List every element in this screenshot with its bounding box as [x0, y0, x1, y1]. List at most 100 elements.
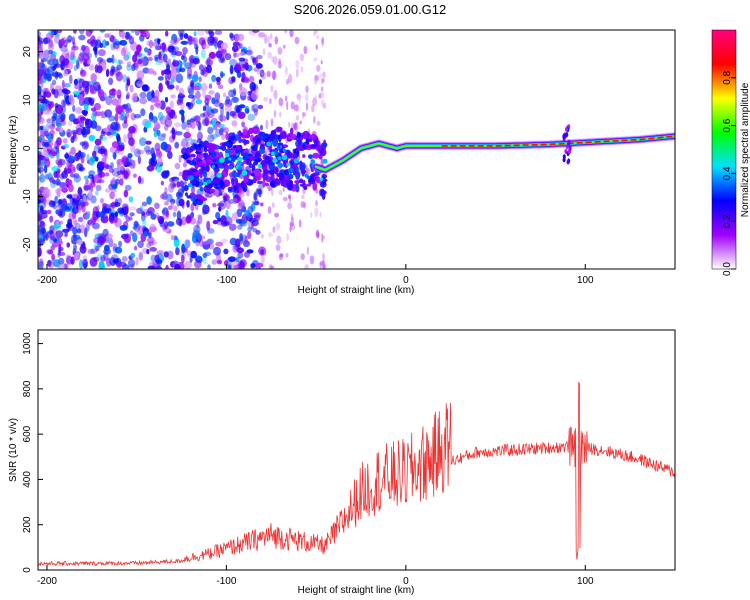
spectrogram-noise-blob [72, 104, 76, 113]
spectrogram-noise-blob [41, 209, 48, 215]
spectrogram-noise-blob [38, 238, 43, 244]
spectrogram-noise-blob [76, 61, 80, 70]
spectrogram-noise-blob [181, 216, 187, 226]
spectrogram-noise-blob [293, 122, 297, 131]
spectrogram-noise-blob [202, 240, 210, 245]
spectrogram-noise-blob [167, 250, 174, 260]
spectrogram-noise-blob [47, 41, 55, 52]
spectrogram-noise-blob [38, 41, 43, 50]
spectrogram-noise-blob [96, 253, 103, 263]
spectrogram-cluster-blob [257, 164, 263, 169]
spectrogram-noise-blob [126, 92, 130, 98]
snr-x-ticks: -200 -100 0 100 [37, 565, 594, 587]
spectrogram-noise-blob [203, 251, 212, 257]
spectrogram-noise-blob [239, 87, 248, 97]
spectrogram-noise-blob [267, 35, 270, 45]
spectrogram-noise-blob [231, 212, 238, 221]
spectrogram-noise-blob [220, 71, 224, 79]
spectrogram-noise-blob [195, 120, 200, 127]
spectrogram-noise-blob [147, 265, 155, 269]
spectrogram-cluster-blob [564, 149, 568, 154]
spectrogram-noise-blob [321, 78, 324, 85]
spectrogram-noise-blob [152, 70, 157, 76]
spectrogram-noise-blob [105, 188, 111, 193]
spectrogram-noise-blob [151, 89, 155, 98]
spectrogram-noise-blob [119, 178, 124, 186]
spectrogram-noise-blob [247, 46, 252, 54]
spectrogram-noise-blob [45, 109, 53, 115]
spectrogram-noise-blob [316, 120, 321, 126]
spectrogram-noise-blob [108, 93, 116, 99]
spectrogram-noise-blob [208, 83, 213, 89]
spectrogram-noise-blob [322, 102, 327, 110]
spectrogram-cluster-blob [309, 173, 315, 181]
spectrogram-noise-blob [321, 43, 324, 48]
spectrogram-noise-blob [66, 128, 72, 138]
spectrogram-noise-blob [300, 65, 303, 73]
spectrogram-noise-blob [38, 36, 41, 42]
spectrogram-noise-blob [38, 225, 46, 233]
spectrogram-cluster-blob [240, 181, 246, 189]
spectrogram-noise-blob [119, 39, 128, 46]
spectrogram-noise-blob [310, 212, 313, 218]
spectrogram-noise-blob [271, 70, 277, 80]
spectrogram-noise-blob [164, 201, 169, 206]
spectrogram-noise-blob [78, 150, 82, 157]
spectrogram-cluster-blob [268, 165, 275, 171]
spectrogram-marks [38, 30, 675, 269]
spectrogram-noise-blob [146, 242, 152, 249]
spectrogram-noise-blob [48, 200, 56, 208]
spectrogram-noise-blob [77, 115, 86, 124]
spectrogram-noise-blob [63, 167, 68, 176]
spectrogram-cluster-blob [566, 159, 570, 165]
spectrogram-cluster-blob [293, 158, 299, 164]
spectrogram-noise-blob [114, 89, 122, 96]
spectrogram-noise-blob [265, 119, 269, 130]
spectrogram-noise-blob [38, 137, 45, 142]
spectrogram-noise-blob [117, 197, 123, 205]
spectrogram-noise-blob [100, 254, 106, 262]
spectrogram-cluster-blob [189, 153, 196, 158]
spectrogram-noise-blob [147, 236, 155, 244]
spectrogram-noise-blob [157, 111, 164, 121]
spectrogram-noise-blob [108, 212, 115, 222]
spectrogram-noise-blob [263, 248, 267, 257]
spectrogram-noise-blob [104, 172, 110, 177]
spectrogram-noise-blob [82, 45, 90, 56]
spectrogram-noise-blob [55, 230, 64, 238]
spectrogram-noise-blob [100, 110, 105, 119]
spectrogram-noise-blob [46, 209, 52, 215]
spectrogram-noise-blob [262, 48, 266, 56]
spectrogram-noise-blob [187, 94, 195, 99]
spectrogram-noise-blob [67, 221, 71, 231]
spectrogram-noise-blob [134, 30, 140, 36]
spectrogram-noise-blob [247, 95, 251, 101]
spectrogram-noise-blob [129, 230, 134, 237]
spectrogram-noise-blob [244, 235, 248, 245]
spectrogram-noise-blob [160, 180, 165, 186]
spectrogram-noise-blob [241, 205, 247, 213]
spectrogram-noise-blob [287, 194, 291, 199]
spectrogram-cluster-blob [231, 178, 235, 186]
spectrogram-noise-blob [184, 239, 189, 249]
spectrogram-noise-blob [136, 149, 145, 155]
spectrogram-noise-blob [282, 44, 286, 49]
spectrogram-noise-blob [296, 68, 299, 78]
spectrogram-cluster-blob [262, 171, 268, 181]
spectrogram-noise-blob [211, 259, 218, 265]
spectrogram-cluster-blob [195, 194, 203, 200]
spectrogram-noise-blob [144, 145, 151, 153]
spectrogram-noise-blob [93, 46, 98, 56]
spectrogram-noise-blob [239, 218, 248, 227]
spectrogram-noise-blob [74, 252, 80, 257]
spectrogram-noise-blob [303, 45, 308, 55]
spectrogram-noise-blob [258, 32, 266, 38]
spectrogram-noise-blob [150, 254, 157, 262]
spectrogram-noise-blob [76, 163, 83, 171]
spectrogram-cluster-blob [297, 140, 302, 146]
spectrogram-noise-blob [59, 210, 63, 217]
spectrogram-noise-blob [173, 37, 181, 43]
spectrogram-noise-blob [115, 149, 120, 154]
spectrogram-noise-blob [111, 167, 120, 177]
spectrogram-noise-blob [316, 34, 320, 40]
